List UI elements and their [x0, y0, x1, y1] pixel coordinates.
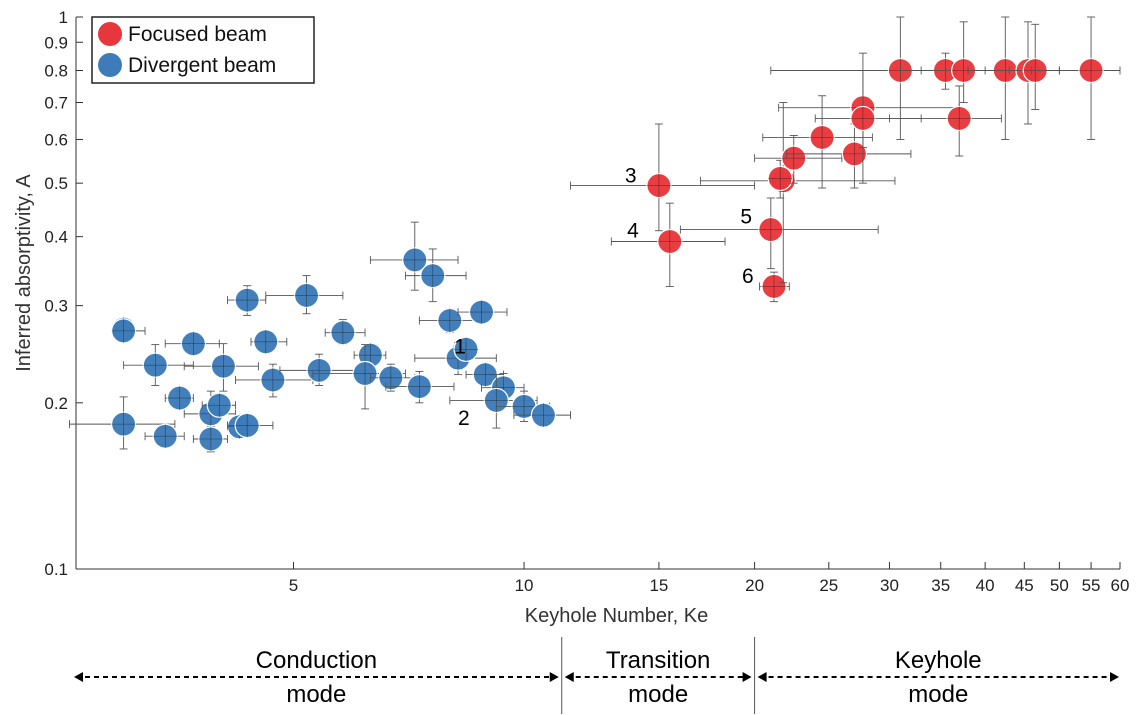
mode-label: Keyhole: [895, 647, 982, 674]
annotation-label: 2: [458, 407, 470, 430]
mode-label: mode: [628, 681, 688, 708]
mode-regions: Conduction mode Transition mode Keyhole mode: [74, 637, 1119, 714]
y-tick-label: 1: [59, 8, 68, 27]
legend-marker: [98, 53, 122, 77]
annotation-label: 3: [625, 164, 637, 187]
legend-box: [91, 16, 315, 84]
annotation-label: 5: [740, 205, 752, 228]
legend: Focused beam Divergent beam: [91, 16, 315, 84]
series-focused: [570, 16, 1121, 303]
mode-region: Conduction mode: [74, 647, 559, 708]
y-tick-label: 0.6: [44, 130, 68, 149]
annotation-label: 6: [742, 265, 754, 288]
mode-arrowhead: [1110, 672, 1119, 682]
mode-label: Transition: [606, 647, 710, 674]
x-tick-label: 35: [931, 576, 950, 595]
mode-arrowhead: [742, 672, 752, 682]
x-tick-label: 50: [1050, 576, 1069, 595]
x-tick-label: 40: [976, 576, 995, 595]
mode-label: mode: [286, 681, 346, 708]
mode-arrowhead: [757, 672, 767, 682]
mode-arrowhead: [564, 672, 574, 682]
x-tick-label: 55: [1082, 576, 1101, 595]
legend-label: Divergent beam: [128, 54, 276, 77]
x-tick-label: 15: [649, 576, 668, 595]
annotation-label: 4: [627, 220, 639, 243]
error-bars: [889, 85, 1002, 157]
x-tick-label: 30: [880, 576, 899, 595]
mode-label: Conduction: [256, 647, 377, 674]
y-tick-label: 0.5: [44, 174, 68, 193]
y-tick-label: 0.9: [44, 33, 68, 52]
annotation-label: 1: [454, 335, 466, 358]
mode-arrowhead: [74, 672, 83, 682]
mode-region: Keyhole mode: [757, 647, 1119, 708]
y-tick-label: 0.2: [44, 394, 68, 413]
x-axis-label: Keyhole Number, Ke: [525, 605, 708, 627]
x-tick-label: 45: [1015, 576, 1034, 595]
x-tick-label: 20: [745, 576, 764, 595]
y-tick-label: 0.7: [44, 94, 68, 113]
mode-arrowhead: [549, 672, 559, 682]
x-tick-label: 5: [289, 576, 298, 595]
y-tick-label: 0.8: [44, 61, 68, 80]
y-tick-label: 0.4: [44, 228, 68, 247]
legend-marker: [98, 22, 122, 46]
y-tick-label: 0.3: [44, 297, 68, 316]
y-axis-label: Inferred absorptivity, A: [13, 174, 35, 372]
y-tick-label: 0.1: [44, 560, 68, 579]
x-tick-label: 60: [1111, 576, 1130, 595]
mode-label: mode: [908, 681, 968, 708]
mode-region: Transition mode: [564, 647, 752, 708]
x-tick-label: 25: [819, 576, 838, 595]
series-divergent: [69, 221, 571, 453]
plot-group: 5 10 15 20 25 30 35 40 45 50 55 600.10.20.30.40.50.…: [13, 8, 1129, 714]
legend-label: Focused beam: [128, 23, 267, 46]
x-tick-label: 10: [515, 576, 534, 595]
